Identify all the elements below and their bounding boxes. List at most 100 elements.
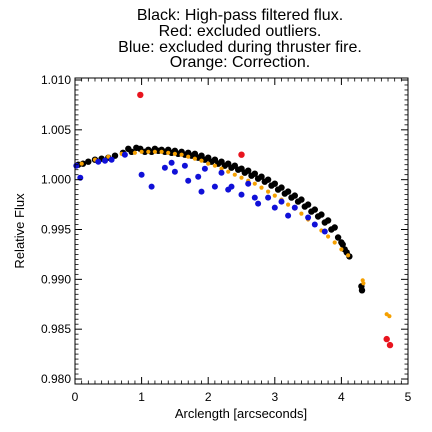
black-point [258, 173, 265, 180]
y-tick-label: 0.995 [41, 223, 71, 237]
orange-point [266, 189, 271, 194]
black-point [324, 217, 332, 224]
y-tick-label: 1.005 [41, 123, 71, 137]
black-point [311, 206, 318, 213]
ticks-layer: 0 1 2 3 4 5 0.980 0.985 0.990 0.995 1.000 1.005 1.01… [41, 73, 412, 404]
blue-point [305, 214, 312, 221]
orange-point [226, 169, 231, 174]
blue-point [311, 221, 318, 228]
blue-point [73, 162, 80, 169]
blue-point [185, 177, 192, 184]
orange-point [179, 152, 184, 157]
title-line-4: Orange: Correction. [169, 54, 311, 71]
black-point [334, 234, 342, 241]
orange-point [239, 175, 244, 180]
black-point [284, 188, 292, 195]
orange-point [259, 185, 264, 190]
red-point [386, 341, 394, 349]
plot-frame [74, 77, 409, 385]
blue-point [161, 164, 168, 171]
x-tick-label: 5 [405, 390, 412, 404]
orange-point [387, 314, 392, 319]
orange-point [339, 247, 344, 252]
blue-point [198, 188, 205, 195]
orange-point [166, 150, 171, 155]
blue-point [238, 191, 245, 198]
black-point [278, 184, 285, 191]
orange-point [186, 154, 191, 159]
x-tick-label: 0 [72, 390, 79, 404]
orange-point [361, 281, 366, 286]
orange-point [326, 234, 331, 239]
black-point [298, 196, 305, 203]
black-point [358, 287, 366, 294]
blue-point [228, 183, 235, 190]
blue-point [121, 151, 128, 158]
y-tick-label: 0.985 [41, 322, 71, 336]
black-point [304, 201, 312, 208]
blue-point [271, 204, 278, 211]
blue-point [138, 171, 145, 178]
black-point [264, 176, 272, 183]
y-tick-label: 1.010 [41, 73, 71, 87]
y-axis-label: Relative Flux [12, 193, 27, 269]
blue-point [95, 158, 102, 165]
x-tick-label: 3 [271, 390, 278, 404]
orange-point [152, 149, 157, 154]
blue-point [265, 194, 272, 201]
blue-point [201, 165, 208, 172]
orange-point [146, 149, 151, 154]
blue-point [102, 157, 108, 164]
orange-point [192, 156, 197, 161]
blue-point [148, 183, 155, 190]
orange-point [199, 158, 204, 163]
black-point [271, 180, 278, 187]
orange-point [299, 211, 304, 216]
black-point [85, 158, 92, 165]
blue-point [195, 173, 202, 180]
blue-point [291, 204, 298, 211]
blue-point [278, 198, 285, 205]
blue-point [245, 180, 252, 187]
x-tick-label: 4 [338, 390, 345, 404]
red-point [137, 91, 144, 99]
orange-point [139, 149, 144, 154]
points-layer [73, 91, 394, 349]
y-tick-label: 1.000 [41, 173, 71, 187]
blue-point [168, 159, 175, 166]
blue-point [181, 162, 188, 169]
black-point [291, 192, 298, 199]
orange-point [252, 181, 257, 186]
x-tick-label: 2 [205, 390, 212, 404]
black-point [245, 167, 252, 174]
x-tick-label: 1 [138, 390, 145, 404]
orange-point [79, 161, 84, 166]
orange-point [232, 172, 237, 177]
title-line-2: Red: excluded outliers. [158, 23, 322, 40]
orange-point [346, 253, 351, 258]
orange-point [159, 149, 164, 154]
blue-point [285, 212, 292, 219]
black-point [331, 224, 338, 231]
orange-point [172, 151, 177, 156]
blue-point [255, 200, 262, 207]
blue-point [251, 194, 258, 201]
black-point [318, 211, 325, 218]
blue-point [218, 169, 225, 176]
black-point [111, 152, 119, 159]
orange-point [206, 161, 211, 166]
title-line-1: Black: High-pass filtered flux. [136, 7, 344, 24]
y-tick-label: 0.980 [41, 372, 71, 386]
blue-point [171, 168, 178, 175]
orange-point [212, 163, 217, 168]
orange-point [219, 166, 224, 171]
blue-point [108, 156, 115, 163]
black-point [339, 241, 346, 248]
orange-point [272, 193, 277, 198]
x-axis-label: Arclength [arcseconds] [175, 406, 307, 421]
title-line-3: Blue: excluded during thruster fire. [118, 39, 362, 56]
blue-point [321, 228, 328, 235]
orange-point [132, 150, 137, 155]
orange-point [332, 240, 337, 245]
